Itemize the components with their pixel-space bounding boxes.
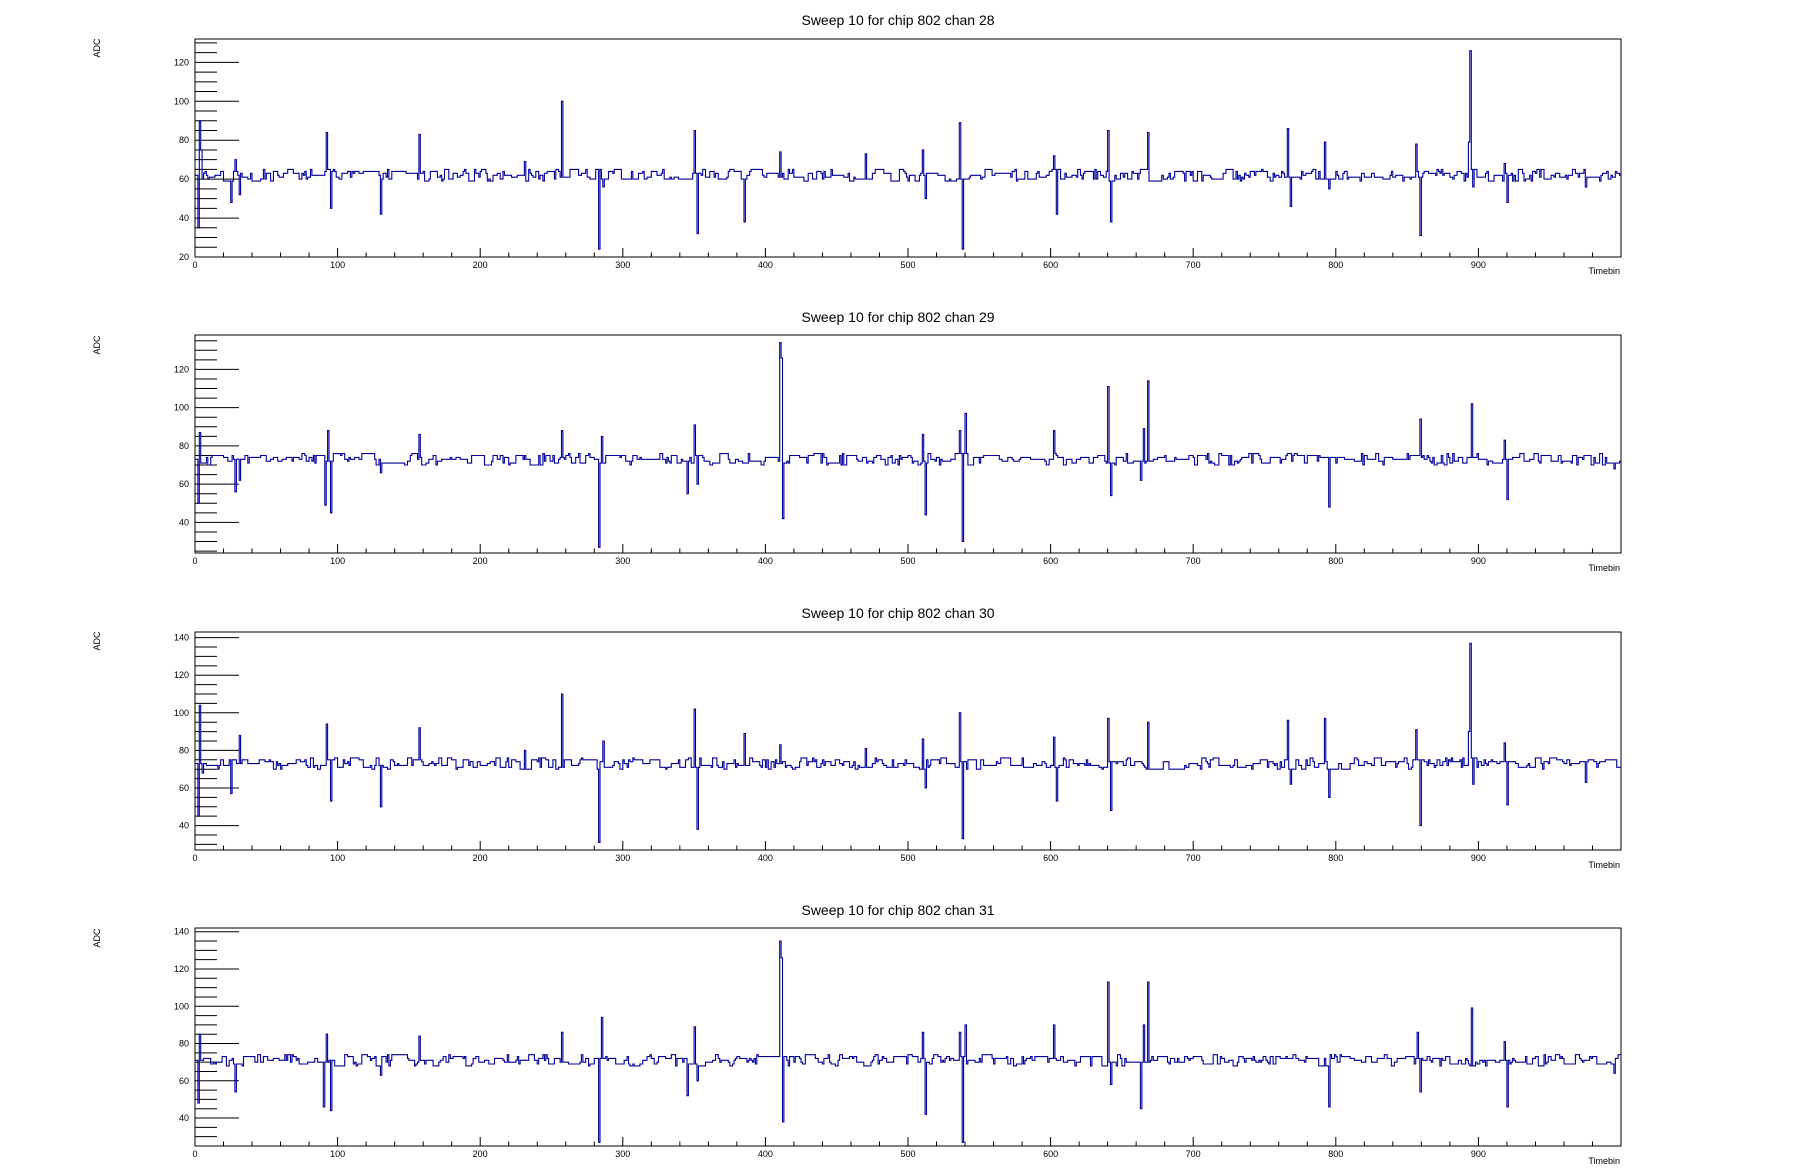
y-tick-label: 100 (174, 96, 189, 106)
y-axis-label: ADC (92, 38, 102, 58)
y-tick-label: 100 (174, 1001, 189, 1011)
x-tick-label: 700 (1186, 853, 1201, 863)
x-tick-label: 900 (1471, 260, 1486, 270)
x-axis-label: Timebin (1588, 860, 1620, 870)
y-axis-label: ADC (92, 335, 102, 355)
x-tick-label: 600 (1043, 556, 1058, 566)
x-tick-label: 600 (1043, 1149, 1058, 1159)
y-tick-label: 120 (174, 964, 189, 974)
y-tick-label: 60 (179, 783, 189, 793)
chart-title: Sweep 10 for chip 802 chan 28 (801, 12, 994, 28)
plot-frame (194, 631, 1622, 851)
y-tick-label: 40 (179, 821, 189, 831)
x-tick-label: 500 (900, 853, 915, 863)
x-tick-label: 700 (1186, 260, 1201, 270)
x-tick-label: 400 (758, 1149, 773, 1159)
y-tick-label: 100 (174, 708, 189, 718)
x-tick-label: 600 (1043, 853, 1058, 863)
y-tick-label: 40 (179, 213, 189, 223)
y-tick-label: 60 (179, 174, 189, 184)
x-tick-label: 400 (758, 556, 773, 566)
y-tick-label: 80 (179, 1039, 189, 1049)
series-line (195, 642, 1621, 844)
x-tick-label: 800 (1328, 556, 1343, 566)
x-tick-label: 500 (900, 556, 915, 566)
y-tick-label: 40 (179, 517, 189, 527)
chart-panel-chan-30: Sweep 10 for chip 802 chan 30 ADC Timebi… (92, 605, 1622, 870)
chart-title: Sweep 10 for chip 802 chan 29 (801, 309, 994, 325)
x-tick-label: 200 (473, 853, 488, 863)
y-tick-label: 40 (179, 1113, 189, 1123)
x-tick-label: 400 (758, 260, 773, 270)
x-tick-label: 500 (900, 260, 915, 270)
y-tick-label: 140 (174, 927, 189, 937)
series-line (195, 342, 1621, 548)
x-tick-label: 400 (758, 853, 773, 863)
chart-title: Sweep 10 for chip 802 chan 30 (801, 605, 994, 621)
y-tick-label: 80 (179, 441, 189, 451)
x-tick-label: 500 (900, 1149, 915, 1159)
x-tick-label: 800 (1328, 1149, 1343, 1159)
x-tick-label: 200 (473, 260, 488, 270)
x-tick-label: 300 (615, 260, 630, 270)
plot-frame (194, 927, 1622, 1147)
y-tick-label: 60 (179, 479, 189, 489)
x-axis-label: Timebin (1588, 1156, 1620, 1166)
y-tick-label: 100 (174, 403, 189, 413)
x-tick-label: 700 (1186, 556, 1201, 566)
x-axis-label: Timebin (1588, 563, 1620, 573)
x-tick-label: 200 (473, 556, 488, 566)
chart-panel-chan-28: Sweep 10 for chip 802 chan 28 ADC Timebi… (92, 12, 1622, 276)
x-tick-label: 0 (192, 853, 197, 863)
x-tick-label: 900 (1471, 853, 1486, 863)
x-tick-label: 800 (1328, 853, 1343, 863)
x-tick-label: 300 (615, 1149, 630, 1159)
x-tick-label: 700 (1186, 1149, 1201, 1159)
x-axis-label: Timebin (1588, 266, 1620, 276)
x-tick-label: 600 (1043, 260, 1058, 270)
x-tick-label: 100 (330, 853, 345, 863)
y-tick-label: 80 (179, 745, 189, 755)
y-tick-label: 140 (174, 633, 189, 643)
plot-frame (194, 38, 1622, 258)
x-tick-label: 300 (615, 853, 630, 863)
x-tick-label: 200 (473, 1149, 488, 1159)
y-tick-label: 20 (179, 252, 189, 262)
plot-frame (194, 334, 1622, 554)
series-line (195, 50, 1621, 250)
chart-panel-chan-31: Sweep 10 for chip 802 chan 31 ADC Timebi… (92, 902, 1622, 1166)
y-tick-label: 120 (174, 57, 189, 67)
x-tick-label: 0 (192, 1149, 197, 1159)
x-tick-label: 100 (330, 260, 345, 270)
x-tick-label: 0 (192, 260, 197, 270)
y-tick-label: 80 (179, 135, 189, 145)
chart-panel-chan-29: Sweep 10 for chip 802 chan 29 ADC Timebi… (92, 309, 1622, 573)
x-tick-label: 100 (330, 556, 345, 566)
chart-title: Sweep 10 for chip 802 chan 31 (801, 902, 994, 918)
y-tick-label: 120 (174, 364, 189, 374)
x-tick-label: 300 (615, 556, 630, 566)
x-tick-label: 100 (330, 1149, 345, 1159)
x-tick-label: 900 (1471, 556, 1486, 566)
y-tick-label: 120 (174, 670, 189, 680)
x-tick-label: 900 (1471, 1149, 1486, 1159)
y-axis-label: ADC (92, 928, 102, 948)
x-tick-label: 0 (192, 556, 197, 566)
y-tick-label: 60 (179, 1076, 189, 1086)
series-line (195, 940, 1621, 1143)
x-tick-label: 800 (1328, 260, 1343, 270)
y-axis-label: ADC (92, 631, 102, 651)
